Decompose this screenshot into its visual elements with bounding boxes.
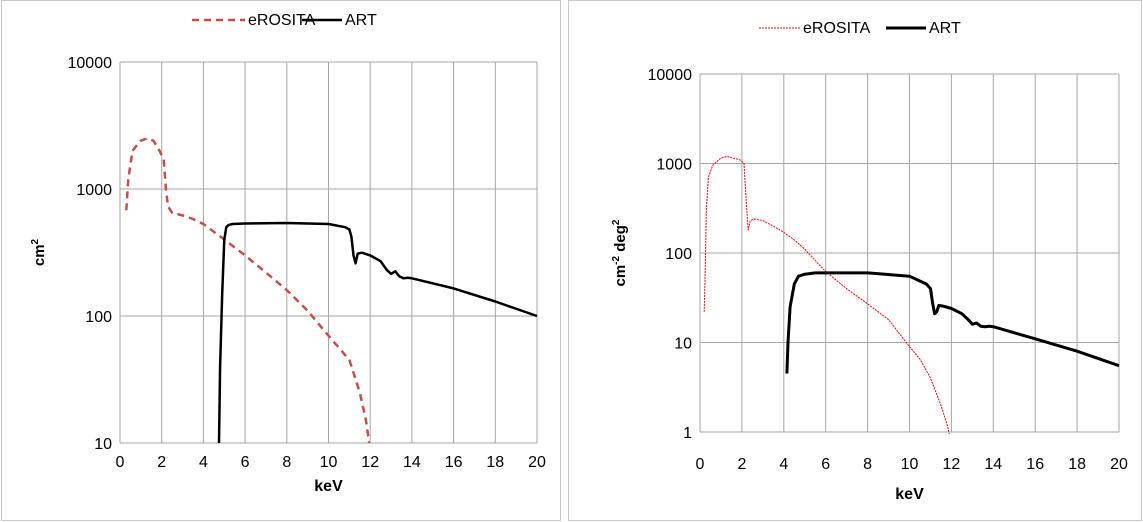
y-axis-label-superscript: 2: [30, 238, 41, 244]
y-axis-label-superscript: -2: [611, 255, 622, 264]
y-tick-label: 1000: [656, 157, 692, 174]
legend-label-erosita: eROSITA: [248, 12, 316, 29]
gridlines: [119, 61, 538, 444]
legend-label-erosita: eROSITA: [803, 20, 871, 37]
legend: eROSITA ART: [192, 12, 377, 29]
chart-right: 0 2 4 6 8 10 12 14 16 18 20 1 10 100 1000 10000 keV cm-2 …: [611, 20, 1128, 503]
x-axis-tick-labels: 0 2 4 6 8 10 12 14 16 18 20: [116, 454, 546, 471]
series-group: [125, 137, 538, 444]
series-group: [703, 155, 1120, 435]
x-tick-label: 0: [116, 454, 125, 471]
x-tick-label: 4: [779, 456, 788, 473]
y-axis-label-unit: cm: [31, 244, 48, 266]
y-tick-label: 100: [85, 309, 112, 326]
y-axis-label-unit: cm: [612, 265, 629, 287]
x-tick-label: 0: [696, 456, 705, 473]
gridlines: [699, 73, 1120, 433]
legend-label-art: ART: [929, 20, 961, 37]
x-tick-label: 2: [737, 456, 746, 473]
x-tick-label: 14: [403, 454, 421, 471]
chart-panel-left: 0 2 4 6 8 10 12 14 16 18 20 10 100 1000 10000 keV cm2 eRO…: [1, 0, 561, 521]
y-tick-label: 100: [665, 246, 692, 263]
y-axis-label: cm-2 deg2: [611, 219, 629, 286]
x-tick-label: 16: [1026, 456, 1044, 473]
x-tick-label: 10: [901, 456, 919, 473]
y-axis-label-unit2: deg: [612, 225, 629, 256]
legend: eROSITA ART: [759, 20, 961, 37]
x-tick-label: 18: [486, 454, 504, 471]
y-axis-label: cm2: [30, 238, 48, 266]
x-axis-tick-labels: 0 2 4 6 8 10 12 14 16 18 20: [696, 456, 1128, 473]
series-line-art: [217, 221, 538, 444]
chart-panel-right: 0 2 4 6 8 10 12 14 16 18 20 1 10 100 1000 10000 keV cm-2 …: [568, 0, 1142, 521]
x-tick-label: 20: [1110, 456, 1128, 473]
x-tick-label: 8: [282, 454, 291, 471]
series-line-erosita: [703, 155, 950, 435]
x-tick-label: 20: [528, 454, 546, 471]
y-tick-label: 10000: [648, 67, 693, 84]
x-tick-label: 16: [445, 454, 463, 471]
x-axis-label: keV: [314, 478, 343, 495]
series-line-art: [785, 271, 1120, 374]
x-tick-label: 8: [863, 456, 872, 473]
y-tick-label: 10: [94, 436, 112, 453]
x-tick-label: 2: [157, 454, 166, 471]
y-axis-tick-labels: 10 100 1000 10000: [68, 55, 113, 453]
x-tick-label: 6: [241, 454, 250, 471]
x-tick-label: 12: [943, 456, 961, 473]
x-tick-label: 14: [984, 456, 1002, 473]
x-tick-label: 12: [361, 454, 379, 471]
x-tick-label: 6: [821, 456, 830, 473]
x-axis-label: keV: [895, 486, 924, 503]
y-axis-tick-labels: 1 10 100 1000 10000: [648, 67, 693, 442]
chart-left: 0 2 4 6 8 10 12 14 16 18 2010100100010000keVcm2eRO…: [30, 12, 546, 495]
series-line-erosita: [125, 137, 371, 444]
y-tick-label: 1: [683, 425, 692, 442]
y-tick-label: 10000: [68, 55, 113, 72]
legend-label-art: ART: [345, 12, 377, 29]
y-tick-label: 1000: [76, 182, 112, 199]
x-tick-label: 18: [1068, 456, 1086, 473]
x-tick-label: 10: [320, 454, 338, 471]
x-tick-label: 4: [199, 454, 208, 471]
y-axis-label-unit2-superscript: 2: [611, 219, 622, 225]
y-tick-label: 10: [674, 336, 692, 353]
